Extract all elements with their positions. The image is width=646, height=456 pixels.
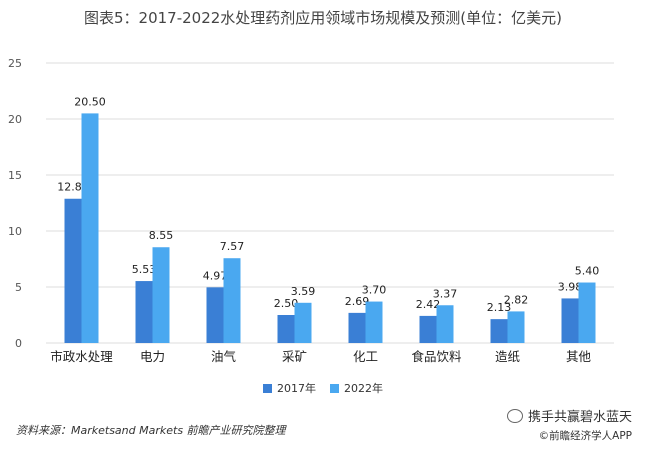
data-label: 12.88 <box>57 181 89 194</box>
bar <box>206 287 224 343</box>
bar <box>348 312 366 343</box>
y-tick-label: 25 <box>8 57 22 70</box>
data-label: 5.53 <box>132 263 157 276</box>
legend-swatch-2022 <box>330 383 339 393</box>
chart-legend: 2017年 2022年 <box>0 380 646 396</box>
data-label: 2.82 <box>504 293 529 306</box>
x-tick-label: 采矿 <box>282 349 307 364</box>
x-tick-label: 造纸 <box>495 349 521 364</box>
bar <box>490 319 508 343</box>
bar <box>64 198 82 343</box>
data-label: 3.37 <box>433 287 458 300</box>
bar <box>152 247 170 343</box>
legend-swatch-2017 <box>263 383 272 393</box>
brand-block: 携手共赢碧水蓝天 ©前瞻经济学人APP <box>506 406 632 443</box>
bar <box>507 311 525 343</box>
data-label: 7.57 <box>220 240 245 253</box>
bar <box>135 281 153 343</box>
data-label: 2.42 <box>416 298 441 311</box>
bar <box>578 282 596 343</box>
bar <box>81 113 99 344</box>
brand-app-text: ©前瞻经济学人APP <box>538 430 632 442</box>
data-label: 3.70 <box>362 284 387 297</box>
data-label: 3.98 <box>558 280 583 293</box>
data-label: 20.50 <box>74 95 106 108</box>
data-label: 5.40 <box>575 265 600 278</box>
y-tick-label: 15 <box>8 169 22 182</box>
bar <box>436 305 454 343</box>
bar <box>365 301 383 343</box>
legend-item-2022: 2022年 <box>330 380 383 396</box>
data-label: 2.69 <box>345 295 370 308</box>
legend-item-2017: 2017年 <box>263 380 316 396</box>
legend-label-2022: 2022年 <box>344 382 383 395</box>
y-tick-label: 10 <box>8 225 22 238</box>
bar <box>277 315 295 343</box>
data-label: 4.97 <box>203 269 228 282</box>
x-tick-label: 化工 <box>353 349 378 364</box>
y-tick-label: 5 <box>15 281 22 294</box>
data-label: 3.59 <box>291 285 316 298</box>
bar-chart: 0 5 10 15 20 25 12.88 20.50 市政水处理 5.53 8.55 电力 4.97 7… <box>8 57 614 364</box>
chart-title: 图表5：2017-2022水处理药剂应用领域市场规模及预测(单位：亿美元) <box>83 9 562 27</box>
bar <box>561 298 579 343</box>
x-tick-label: 食品饮料 <box>411 349 462 364</box>
x-tick-label: 其他 <box>566 349 592 364</box>
bar <box>223 258 241 343</box>
data-label: 2.50 <box>274 297 299 310</box>
brand-wechat-text: 携手共赢碧水蓝天 <box>527 410 632 425</box>
x-tick-label: 油气 <box>211 349 237 364</box>
y-tick-label: 20 <box>8 113 22 126</box>
bar <box>419 315 437 343</box>
bar <box>294 302 312 343</box>
x-tick-label: 市政水处理 <box>50 349 113 364</box>
wechat-icon <box>506 408 523 423</box>
legend-label-2017: 2017年 <box>277 382 316 395</box>
data-label: 8.55 <box>149 229 174 242</box>
source-note: 资料来源：Marketsand Markets 前瞻产业研究院整理 <box>16 424 286 437</box>
y-tick-label: 0 <box>15 337 22 350</box>
x-tick-label: 电力 <box>140 349 165 364</box>
data-label: 2.13 <box>487 301 512 314</box>
